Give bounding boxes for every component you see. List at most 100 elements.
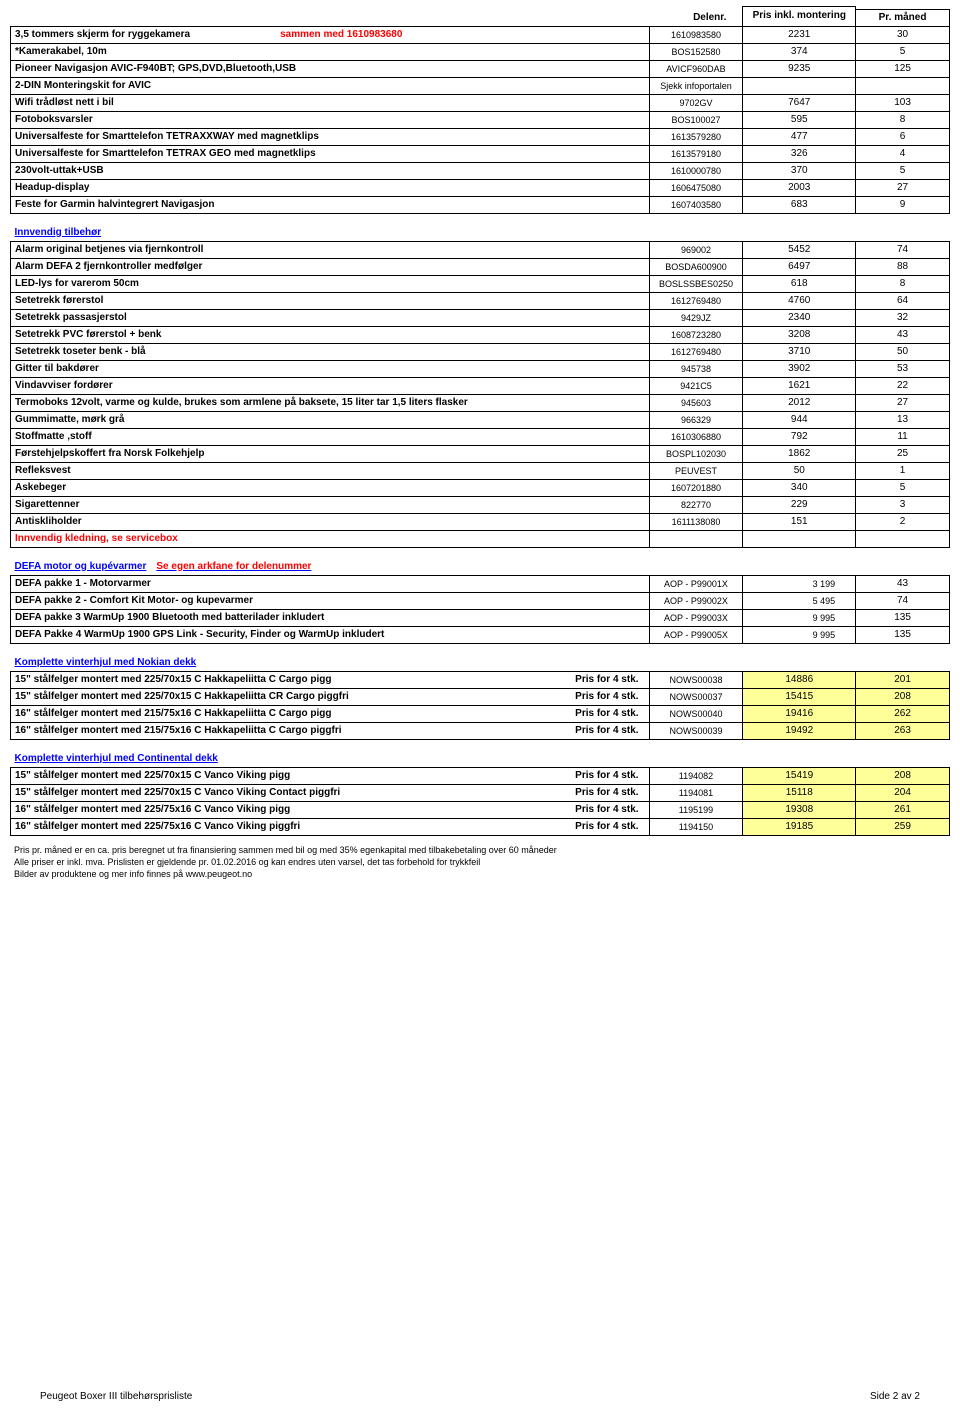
cell-month: 8 [856, 111, 950, 128]
cell-description: DEFA Pakke 4 WarmUp 1900 GPS Link - Secu… [11, 626, 650, 643]
cell-description: Askebeger [11, 479, 650, 496]
cell-month: 135 [856, 626, 950, 643]
table-row: DEFA Pakke 4 WarmUp 1900 GPS Link - Secu… [11, 626, 950, 643]
table-row: DEFA pakke 2 - Comfort Kit Motor- og kup… [11, 592, 950, 609]
cell-part-number: 1608723280 [649, 326, 743, 343]
table-row: Pioneer Navigasjon AVIC-F940BT; GPS,DVD,… [11, 60, 950, 77]
price-note: Pris for 4 stk. [575, 673, 638, 687]
cell-month: 27 [856, 179, 950, 196]
cell-part-number: 1195199 [649, 801, 743, 818]
cell-description: Antiskliholder [11, 513, 650, 530]
cell-month: 50 [856, 343, 950, 360]
cell-price: 3902 [743, 360, 856, 377]
cell-part-number: BOSLSSBES0250 [649, 275, 743, 292]
note-red: Innvendig kledning, se servicebox [11, 530, 650, 547]
disclaimer-line: Alle priser er inkl. mva. Prislisten er … [14, 856, 950, 868]
table-row: 15" stålfelger montert med 225/70x15 C H… [11, 671, 950, 688]
table-row: Setetrekk PVC førerstol + benk1608723280… [11, 326, 950, 343]
cell-month: 5 [856, 43, 950, 60]
cell-part-number: NOWS00039 [649, 722, 743, 739]
cell-price: 14886 [743, 671, 856, 688]
cell-part-number: 1613579280 [649, 128, 743, 145]
table-row: Stoffmatte ,stoff161030688079211 [11, 428, 950, 445]
cell-price: 5 495 [743, 592, 856, 609]
cell-part-number: 945738 [649, 360, 743, 377]
disclaimer-line: Bilder av produktene og mer info finnes … [14, 868, 950, 880]
cell-description: 16" stålfelger montert med 225/75x16 C V… [11, 801, 650, 818]
cell-price: 9235 [743, 60, 856, 77]
cell-part-number: AVICF960DAB [649, 60, 743, 77]
cell-price [743, 77, 856, 94]
cell-part-number: BOS100027 [649, 111, 743, 128]
cell-month: 43 [856, 575, 950, 592]
table-row: Antiskliholder16111380801512 [11, 513, 950, 530]
cell-description: LED-lys for varerom 50cm [11, 275, 650, 292]
cell-month: 11 [856, 428, 950, 445]
cell-part-number: NOWS00040 [649, 705, 743, 722]
cell-price: 19416 [743, 705, 856, 722]
table-row: 16" stålfelger montert med 225/75x16 C V… [11, 801, 950, 818]
cell-month: 2 [856, 513, 950, 530]
cell-month: 88 [856, 258, 950, 275]
cell-part-number: 1607403580 [649, 196, 743, 213]
table-row: RefleksvestPEUVEST501 [11, 462, 950, 479]
cell-part-number: 1606475080 [649, 179, 743, 196]
table-row: Gitter til bakdører945738390253 [11, 360, 950, 377]
disclaimer-block: Pris pr. måned er en ca. pris beregnet u… [10, 836, 950, 880]
cell-month: 135 [856, 609, 950, 626]
cell-description: Pioneer Navigasjon AVIC-F940BT; GPS,DVD,… [11, 60, 650, 77]
section-heading-note: Se egen arkfane for delenummer [156, 561, 311, 572]
cell-part-number: 9702GV [649, 94, 743, 111]
table-row: Vindavviser fordører9421C5162122 [11, 377, 950, 394]
cell-month: 74 [856, 592, 950, 609]
price-note: Pris for 4 stk. [575, 803, 638, 817]
cell-price: 792 [743, 428, 856, 445]
cell-price: 9 995 [743, 609, 856, 626]
cell-description: 16" stålfelger montert med 215/75x16 C H… [11, 705, 650, 722]
table-row: 16" stålfelger montert med 215/75x16 C H… [11, 705, 950, 722]
cell-part-number: 1194082 [649, 767, 743, 784]
table-row: DEFA pakke 3 WarmUp 1900 Bluetooth med b… [11, 609, 950, 626]
cell-month: 74 [856, 241, 950, 258]
cell-description: DEFA pakke 2 - Comfort Kit Motor- og kup… [11, 592, 650, 609]
cell-price: 5452 [743, 241, 856, 258]
price-table: Pris inkl. montering Delenr. Pr. måned 3… [10, 6, 950, 836]
cell-description: 3,5 tommers skjerm for ryggekamerasammen… [11, 26, 650, 43]
cell-description: Førstehjelpskoffert fra Norsk Folkehjelp [11, 445, 650, 462]
cell-price: 618 [743, 275, 856, 292]
cell-description: Fotoboksvarsler [11, 111, 650, 128]
cell-description: Setetrekk passasjerstol [11, 309, 650, 326]
desc-note-red: sammen med 1610983680 [280, 29, 402, 40]
cell-month: 8 [856, 275, 950, 292]
cell-description: Stoffmatte ,stoff [11, 428, 650, 445]
table-row: Setetrekk passasjerstol9429JZ234032 [11, 309, 950, 326]
cell-price: 19308 [743, 801, 856, 818]
cell-month: 125 [856, 60, 950, 77]
table-row: 15" stålfelger montert med 225/70x15 C V… [11, 767, 950, 784]
cell-part-number: 1610000780 [649, 162, 743, 179]
footer-right: Side 2 av 2 [870, 1391, 920, 1402]
table-row: Alarm original betjenes via fjernkontrol… [11, 241, 950, 258]
table-row: LED-lys for varerom 50cmBOSLSSBES0250618… [11, 275, 950, 292]
cell-part-number: 1613579180 [649, 145, 743, 162]
cell-description: Alarm DEFA 2 fjernkontroller medfølger [11, 258, 650, 275]
cell-price: 19185 [743, 818, 856, 835]
cell-month: 4 [856, 145, 950, 162]
header-month: Pr. måned [856, 9, 950, 26]
cell-description: Gitter til bakdører [11, 360, 650, 377]
table-row: Gummimatte, mørk grå96632994413 [11, 411, 950, 428]
table-row: Askebeger16072018803405 [11, 479, 950, 496]
cell-month: 103 [856, 94, 950, 111]
cell-description: Sigarettenner [11, 496, 650, 513]
table-row: 16" stålfelger montert med 225/75x16 C V… [11, 818, 950, 835]
cell-part-number: PEUVEST [649, 462, 743, 479]
cell-month: 201 [856, 671, 950, 688]
table-row: 15" stålfelger montert med 225/70x15 C H… [11, 688, 950, 705]
cell-month [856, 77, 950, 94]
cell-part-number: NOWS00037 [649, 688, 743, 705]
cell-month: 261 [856, 801, 950, 818]
table-row: *Kamerakabel, 10mBOS1525803745 [11, 43, 950, 60]
cell-part-number: AOP - P99005X [649, 626, 743, 643]
cell-price: 15415 [743, 688, 856, 705]
cell-description: 16" stålfelger montert med 225/75x16 C V… [11, 818, 650, 835]
